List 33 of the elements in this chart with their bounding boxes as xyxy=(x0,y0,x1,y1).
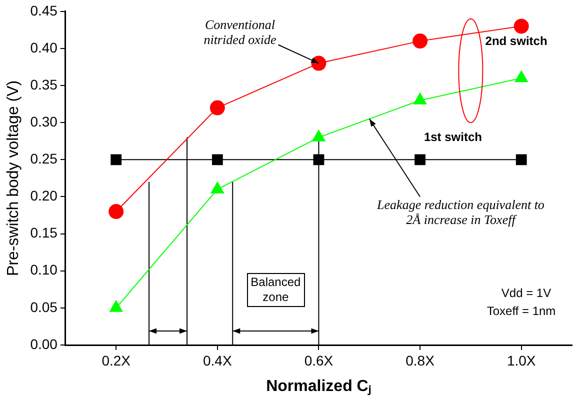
point xyxy=(514,18,529,34)
x-tick-label: 0.8X xyxy=(406,352,436,368)
annotation: Toxeff = 1nm xyxy=(486,304,556,320)
x-axis-title: Normalized Cⱼ xyxy=(266,378,372,396)
y-tick-label: 0.15 xyxy=(30,224,58,241)
y-tick-label: 0.05 xyxy=(30,298,58,315)
point xyxy=(212,154,223,166)
x-tick-label: 0.6X xyxy=(304,352,334,368)
annotation: 2nd switch xyxy=(485,34,548,49)
annotation: Vdd = 1V xyxy=(501,286,552,301)
y-tick-label: 0.25 xyxy=(30,150,58,167)
y-tick-label: 0.30 xyxy=(30,113,58,130)
annotation: Leakage reduction equivalent to 2Å increase in Toxeff xyxy=(377,196,544,227)
annotation: Conventional nitrided oxide xyxy=(204,17,276,48)
y-tick-label: 0.40 xyxy=(30,39,58,56)
y-tick-label: 0.00 xyxy=(30,336,58,352)
y-axis-title: Pre-switch body voltage (V) xyxy=(5,80,22,276)
annotation: 1st switch xyxy=(424,130,482,145)
point xyxy=(210,100,225,116)
x-tick-label: 0.2X xyxy=(102,352,132,368)
point xyxy=(412,34,428,49)
point xyxy=(414,154,426,166)
point xyxy=(516,154,527,166)
x-tick-label: 0.4X xyxy=(203,352,232,368)
x-tick-label: 1.0X xyxy=(506,352,536,368)
y-tick-label: 0.20 xyxy=(30,188,58,204)
point xyxy=(108,204,124,220)
point xyxy=(313,154,324,166)
y-tick-label: 0.10 xyxy=(30,262,58,278)
point xyxy=(110,154,122,166)
y-tick-label: 0.45 xyxy=(30,2,58,18)
y-tick-label: 0.35 xyxy=(30,76,58,92)
annotation: Balanced zone xyxy=(246,273,305,307)
